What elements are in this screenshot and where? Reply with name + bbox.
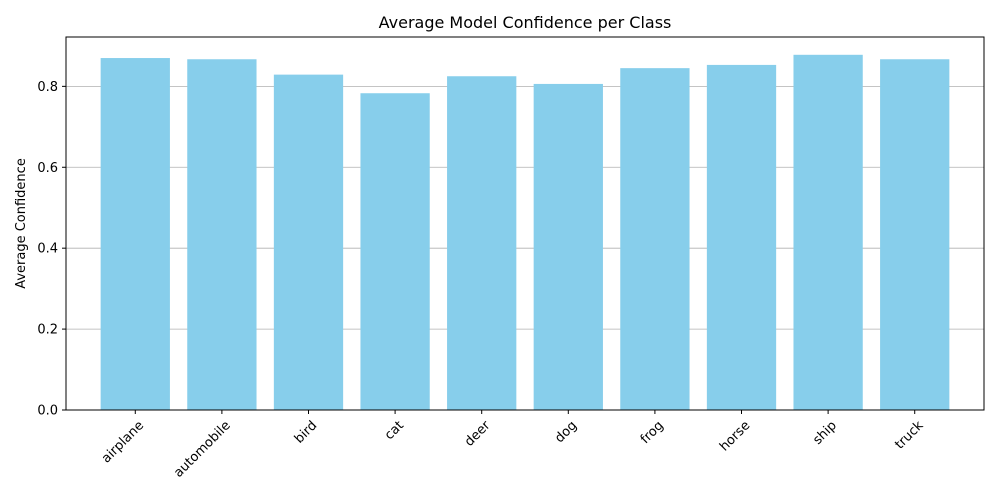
x-tick-label-airplane: airplane <box>99 418 147 466</box>
y-tick-label: 0.2 <box>37 323 58 338</box>
x-tick-label-automobile: automobile <box>171 418 233 480</box>
bar-horse <box>706 64 777 411</box>
y-tick-label: 0.0 <box>37 404 58 419</box>
plot-frame <box>65 36 985 411</box>
x-tick-label-frog: frog <box>638 418 667 447</box>
bar-truck <box>880 59 950 410</box>
bar-automobile <box>187 59 257 410</box>
x-tick-label-cat: cat <box>382 418 407 443</box>
y-axis-label: Average Confidence <box>14 158 29 289</box>
bar-cat <box>360 93 430 411</box>
y-tick-label: 0.6 <box>37 161 58 176</box>
bar-frog <box>620 68 690 410</box>
y-tick-label: 0.8 <box>37 80 58 95</box>
bar-dog <box>533 83 603 411</box>
bars <box>100 54 950 411</box>
y-tick-label: 0.4 <box>37 242 58 257</box>
bar-airplane <box>100 58 170 411</box>
x-tick-label-bird: bird <box>292 418 320 446</box>
x-tick-label-dog: dog <box>552 418 580 446</box>
x-tick-label-truck: truck <box>892 418 927 453</box>
x-tick-label-horse: horse <box>717 418 753 454</box>
chart-title: Average Model Confidence per Class <box>379 13 672 32</box>
bar-deer <box>447 76 517 410</box>
bar-bird <box>273 74 344 410</box>
y-axis-ticks: 0.0 0.2 0.4 0.6 0.8 <box>37 80 66 419</box>
bar-ship <box>793 54 863 410</box>
x-tick-label-deer: deer <box>462 418 494 450</box>
x-axis-ticks: airplane automobile bird cat deer dog frog hors… <box>99 410 927 481</box>
x-tick-label-ship: ship <box>810 418 840 448</box>
